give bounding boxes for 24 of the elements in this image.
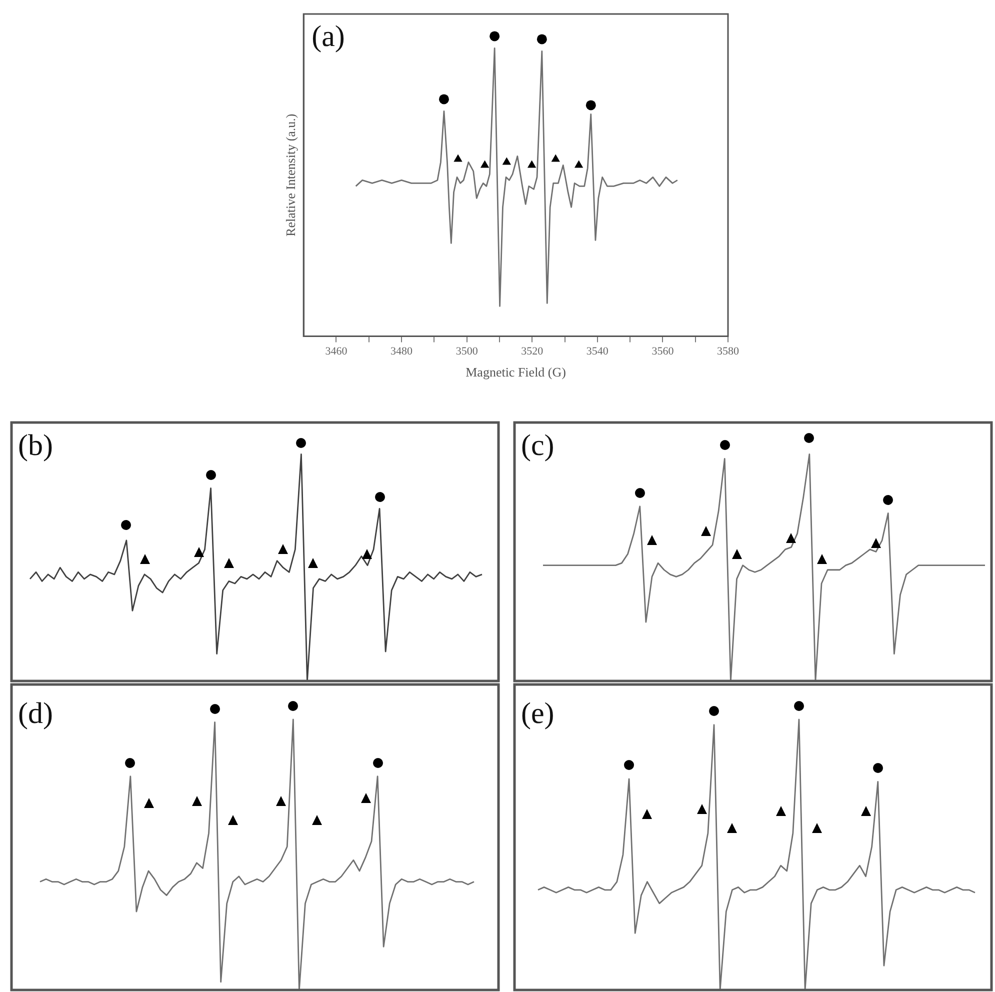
point: [438, 94, 449, 104]
point: [490, 31, 500, 42]
point: [536, 34, 547, 44]
annotation: (c): [521, 429, 554, 462]
x-tick-label: 3580: [717, 346, 740, 358]
annotation: (a): [312, 20, 345, 53]
x-tick-label: 3520: [521, 346, 544, 358]
x-tick-label: 3500: [456, 346, 478, 358]
annotation: (b): [18, 429, 53, 462]
annotation: (e): [521, 697, 554, 730]
y-axis-title: Relative Intensity (a.u.): [283, 114, 298, 236]
point: [551, 154, 560, 162]
point: [527, 160, 536, 168]
point: [586, 100, 596, 110]
x-tick-label: 3560: [652, 346, 674, 358]
point: [502, 157, 511, 165]
point: [480, 160, 490, 168]
point: [574, 160, 584, 168]
point: [454, 154, 462, 162]
x-tick-label: 3480: [390, 346, 414, 358]
x-tick-label: 3460: [325, 346, 348, 358]
x-tick-label: 3540: [586, 346, 609, 358]
annotation: (d): [18, 697, 53, 730]
x-axis-title: Magnetic Field (G): [466, 364, 566, 380]
